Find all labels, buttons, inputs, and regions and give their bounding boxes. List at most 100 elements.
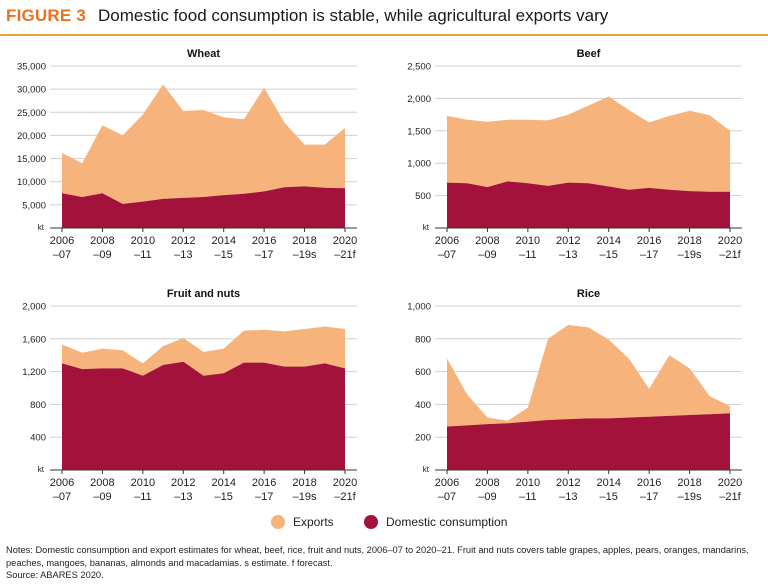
series-area-domestic — [447, 181, 730, 228]
x-tick-label-span: –19s — [293, 491, 317, 503]
chart-rice: Rice 200 400 600 800 1,000 kt 2006 –07 2008 –09 201… — [407, 288, 742, 503]
y-tick-label: 1,600 — [22, 334, 46, 345]
x-tick-label-year: 2018 — [292, 477, 316, 489]
x-tick-label-year: 2016 — [637, 235, 661, 247]
x-tick-label-span: –17 — [640, 491, 658, 503]
x-tick-label-span: –15 — [215, 249, 233, 261]
x-tick-label-span: –19s — [293, 249, 317, 261]
x-tick-label-span: –07 — [53, 249, 71, 261]
x-tick-label-span: –07 — [53, 491, 71, 503]
x-tick-label-year: 2008 — [475, 477, 499, 489]
x-tick-label-span: –07 — [438, 249, 456, 261]
x-tick-label-year: 2018 — [677, 477, 701, 489]
y-tick-label: 500 — [415, 191, 431, 202]
x-tick-label-year: 2018 — [677, 235, 701, 247]
x-tick-label-year: 2012 — [556, 477, 580, 489]
x-tick-label-span: –15 — [215, 491, 233, 503]
x-tick-label-year: 2010 — [131, 477, 155, 489]
x-tick-label-year: 2016 — [252, 235, 276, 247]
x-tick-label-year: 2006 — [435, 235, 459, 247]
unit-label: kt — [38, 465, 45, 474]
chart-title: Fruit and nuts — [167, 288, 240, 300]
x-tick-label-span: –11 — [519, 491, 537, 503]
x-tick-label-span: –17 — [255, 249, 273, 261]
y-tick-label: 2,500 — [407, 62, 431, 73]
x-tick-label-span: –21f — [719, 491, 741, 503]
x-tick-label-span: –09 — [93, 491, 111, 503]
x-tick-label-span: –11 — [134, 491, 152, 503]
y-tick-label: 5,000 — [22, 200, 46, 211]
x-tick-label-span: –15 — [600, 491, 618, 503]
notes-text: Notes: Domestic consumption and export e… — [6, 545, 749, 568]
x-tick-label-year: 2008 — [475, 235, 499, 247]
x-tick-label-span: –13 — [174, 491, 192, 503]
y-tick-label: 1,200 — [22, 367, 46, 378]
series-area-exports — [62, 326, 345, 376]
y-tick-label: 2,000 — [22, 302, 46, 313]
x-tick-label-span: –11 — [519, 249, 537, 261]
x-tick-label-year: 2014 — [596, 477, 620, 489]
x-tick-label-year: 2008 — [90, 235, 114, 247]
y-tick-label: 20,000 — [17, 131, 46, 142]
charts-canvas: Wheat 5,000 10,000 15,000 20,000 25,000 30,000… — [17, 48, 742, 503]
chart-title: Rice — [577, 288, 600, 300]
x-tick-label-year: 2010 — [516, 477, 540, 489]
x-tick-label-span: –13 — [559, 491, 577, 503]
x-tick-label-year: 2006 — [50, 477, 74, 489]
x-tick-label-span: –19s — [678, 249, 702, 261]
x-tick-label-span: –13 — [559, 249, 577, 261]
x-tick-label-span: –07 — [438, 491, 456, 503]
chart-title: Wheat — [187, 48, 220, 60]
y-tick-label: 400 — [30, 433, 46, 444]
series-area-domestic — [62, 186, 345, 228]
x-tick-label-year: 2010 — [131, 235, 155, 247]
y-tick-label: 200 — [415, 433, 431, 444]
series-area-exports — [62, 84, 345, 204]
series-area-domestic — [62, 361, 345, 470]
y-tick-label: 25,000 — [17, 108, 46, 119]
x-tick-label-year: 2006 — [435, 477, 459, 489]
legend-swatch-domestic — [364, 515, 378, 529]
x-tick-label-year: 2020 — [333, 235, 357, 247]
x-tick-label-year: 2020 — [333, 477, 357, 489]
x-tick-label-year: 2014 — [211, 235, 235, 247]
x-tick-label-year: 2010 — [516, 235, 540, 247]
y-tick-label: 600 — [415, 367, 431, 378]
x-tick-label-year: 2012 — [171, 477, 195, 489]
x-tick-label-year: 2016 — [637, 477, 661, 489]
y-tick-label: 15,000 — [17, 154, 46, 165]
x-tick-label-span: –21f — [719, 249, 741, 261]
legend-item-domestic: Domestic consumption — [364, 512, 507, 532]
x-tick-label-span: –21f — [334, 491, 356, 503]
y-tick-label: 10,000 — [17, 177, 46, 188]
x-tick-label-year: 2012 — [556, 235, 580, 247]
x-tick-label-span: –17 — [640, 249, 658, 261]
header-rule — [0, 34, 768, 36]
chart-beef: Beef 500 1,000 1,500 2,000 2,500 kt 2006 –07 2008… — [407, 48, 742, 261]
figure-header: FIGURE 3 Domestic food consumption is st… — [0, 0, 768, 38]
source-text: Source: ABARES 2020. — [6, 570, 104, 581]
legend-swatch-exports — [271, 515, 285, 529]
series-area-exports — [447, 324, 730, 427]
unit-label: kt — [38, 223, 45, 232]
notes: Notes: Domestic consumption and export e… — [6, 544, 762, 582]
figure-title: Domestic food consumption is stable, whi… — [98, 6, 609, 25]
chart-fruit-and-nuts: Fruit and nuts 400 800 1,200 1,600 2,000 kt 200… — [22, 288, 357, 503]
x-tick-label-year: 2006 — [50, 235, 74, 247]
y-tick-label: 30,000 — [17, 85, 46, 96]
x-tick-label-span: –09 — [478, 249, 496, 261]
chart-wheat: Wheat 5,000 10,000 15,000 20,000 25,000 30,000… — [17, 48, 357, 261]
x-tick-label-year: 2020 — [718, 477, 742, 489]
x-tick-label-year: 2016 — [252, 477, 276, 489]
legend-label-domestic: Domestic consumption — [386, 515, 508, 529]
legend: Exports Domestic consumption — [0, 512, 768, 534]
y-tick-label: 1,000 — [407, 302, 431, 313]
x-tick-label-year: 2014 — [211, 477, 235, 489]
x-tick-label-span: –09 — [93, 249, 111, 261]
y-tick-label: 400 — [415, 400, 431, 411]
x-tick-label-year: 2012 — [171, 235, 195, 247]
x-tick-label-span: –21f — [334, 249, 356, 261]
y-tick-label: 800 — [415, 334, 431, 345]
y-tick-label: 800 — [30, 400, 46, 411]
unit-label: kt — [423, 223, 430, 232]
